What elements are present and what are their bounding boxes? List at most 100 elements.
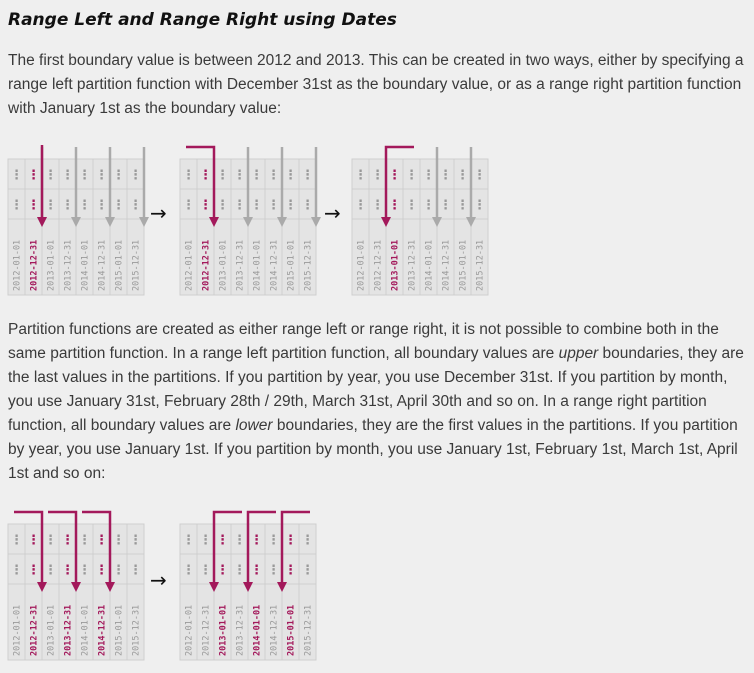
- text-run: Partition functions are created as eithe…: [8, 321, 719, 362]
- ellipsis-dots: ⋮: [95, 533, 108, 548]
- date-label: 2012-12-31: [202, 240, 212, 291]
- ellipsis-dots: ⋮: [267, 563, 280, 578]
- ellipsis-dots: ⋮: [182, 563, 195, 578]
- explanation-paragraph: Partition functions are created as eithe…: [8, 318, 748, 486]
- ellipsis-dots: ⋮: [301, 168, 314, 183]
- ellipsis-dots: ⋮: [95, 198, 108, 213]
- date-label: 2013-01-01: [391, 240, 401, 291]
- boundary-arrow-head: [277, 582, 287, 592]
- date-label: 2015-12-31: [304, 240, 314, 291]
- date-label: 2015-01-01: [287, 605, 297, 656]
- diagram-range-left-boundary: ⋮ ⋮ 2012-01-01 ⋮ ⋮ 2012-12-31 ⋮ ⋮ 2013-01-01 ⋮ ⋮ 20…: [179, 145, 321, 296]
- date-label: 2014-01-01: [81, 605, 91, 656]
- ellipsis-dots: ⋮: [44, 563, 57, 578]
- ellipsis-dots: ⋮: [388, 198, 401, 213]
- ellipsis-dots: ⋮: [129, 563, 142, 578]
- ellipsis-dots: ⋮: [301, 563, 314, 578]
- ellipsis-dots: ⋮: [388, 168, 401, 183]
- boundary-arrow-head: [105, 582, 115, 592]
- date-label: 2014-01-01: [425, 240, 435, 291]
- gray-arrow-head: [277, 217, 287, 227]
- date-label: 2015-01-01: [287, 240, 297, 291]
- ellipsis-dots: ⋮: [61, 168, 74, 183]
- date-label: 2012-12-31: [30, 605, 40, 656]
- date-label: 2014-12-31: [270, 605, 280, 656]
- diagram-range-left: ⋮ ⋮ 2012-01-01 ⋮ ⋮ 2012-12-31 ⋮ ⋮ 2013-01-01 ⋮ ⋮ 20…: [7, 145, 149, 296]
- transition-arrow-2: →: [324, 201, 341, 225]
- boundary-arrow-shaft: [384, 145, 414, 219]
- ellipsis-dots: ⋮: [233, 533, 246, 548]
- date-label: 2015-01-01: [115, 605, 125, 656]
- ellipsis-dots: ⋮: [267, 198, 280, 213]
- ellipsis-dots: ⋮: [27, 198, 40, 213]
- ellipsis-dots: ⋮: [250, 168, 263, 183]
- boundary-arrow-head: [71, 582, 81, 592]
- date-label: 2012-01-01: [13, 605, 23, 656]
- ellipsis-dots: ⋮: [422, 198, 435, 213]
- transition-arrow-1: →: [150, 201, 167, 225]
- partition-column: [126, 523, 145, 661]
- ellipsis-dots: ⋮: [405, 168, 418, 183]
- ellipsis-dots: ⋮: [284, 533, 297, 548]
- ellipsis-dots: ⋮: [284, 563, 297, 578]
- ellipsis-dots: ⋮: [112, 563, 125, 578]
- ellipsis-dots: ⋮: [301, 198, 314, 213]
- ellipsis-dots: ⋮: [250, 533, 263, 548]
- date-label: 2015-01-01: [115, 240, 125, 291]
- date-label: 2014-12-31: [442, 240, 452, 291]
- ellipsis-dots: ⋮: [371, 198, 384, 213]
- boundary-arrow-shaft: [186, 145, 216, 219]
- date-label: 2013-12-31: [408, 240, 418, 291]
- gray-arrow-head: [139, 217, 149, 227]
- ellipsis-dots: ⋮: [284, 198, 297, 213]
- ellipsis-dots: ⋮: [233, 198, 246, 213]
- ellipsis-dots: ⋮: [78, 168, 91, 183]
- date-label: 2013-12-31: [64, 605, 74, 656]
- ellipsis-dots: ⋮: [27, 533, 40, 548]
- emphasis-lower: lower: [235, 417, 273, 434]
- boundary-arrow-shaft: [280, 510, 310, 584]
- boundary-arrow-shaft: [212, 510, 242, 584]
- diagram-range-left-yearly: ⋮ ⋮ 2012-01-01 ⋮ ⋮ 2012-12-31 ⋮ ⋮ 2013-01-01 ⋮ ⋮ 20…: [7, 510, 145, 661]
- date-label: 2013-01-01: [219, 240, 229, 291]
- boundary-arrow-shaft: [82, 510, 112, 584]
- date-label: 2012-01-01: [357, 240, 367, 291]
- ellipsis-dots: ⋮: [267, 533, 280, 548]
- ellipsis-dots: ⋮: [95, 168, 108, 183]
- boundary-arrow-head: [209, 582, 219, 592]
- date-label: 2015-12-31: [476, 240, 486, 291]
- boundary-arrow-head: [37, 582, 47, 592]
- ellipsis-dots: ⋮: [439, 168, 452, 183]
- date-label: 2014-12-31: [98, 605, 108, 656]
- ellipsis-dots: ⋮: [284, 168, 297, 183]
- date-label: 2013-12-31: [236, 605, 246, 656]
- ellipsis-dots: ⋮: [473, 198, 486, 213]
- intro-paragraph: The first boundary value is between 2012…: [8, 52, 744, 117]
- ellipsis-dots: ⋮: [44, 168, 57, 183]
- date-label: 2015-01-01: [459, 240, 469, 291]
- date-label: 2013-01-01: [219, 605, 229, 656]
- ellipsis-dots: ⋮: [233, 563, 246, 578]
- boundary-arrow-head: [381, 217, 391, 227]
- gray-arrow-head: [432, 217, 442, 227]
- boundary-arrow-shaft: [14, 510, 44, 584]
- partition-column: [298, 523, 317, 661]
- ellipsis-dots: ⋮: [78, 198, 91, 213]
- emphasis-upper: upper: [558, 345, 599, 362]
- ellipsis-dots: ⋮: [112, 533, 125, 548]
- ellipsis-dots: ⋮: [250, 198, 263, 213]
- ellipsis-dots: ⋮: [371, 168, 384, 183]
- ellipsis-dots: ⋮: [10, 168, 23, 183]
- gray-arrow-head: [105, 217, 115, 227]
- date-label: 2012-01-01: [13, 240, 23, 291]
- boundary-arrow-head: [243, 582, 253, 592]
- ellipsis-dots: ⋮: [216, 533, 229, 548]
- ellipsis-dots: ⋮: [301, 533, 314, 548]
- section-title: Range Left and Range Right using Dates: [8, 10, 397, 30]
- date-label: 2014-01-01: [253, 605, 263, 656]
- ellipsis-dots: ⋮: [61, 198, 74, 213]
- boundary-arrow-head: [37, 217, 47, 227]
- ellipsis-dots: ⋮: [112, 198, 125, 213]
- ellipsis-dots: ⋮: [61, 563, 74, 578]
- ellipsis-dots: ⋮: [354, 168, 367, 183]
